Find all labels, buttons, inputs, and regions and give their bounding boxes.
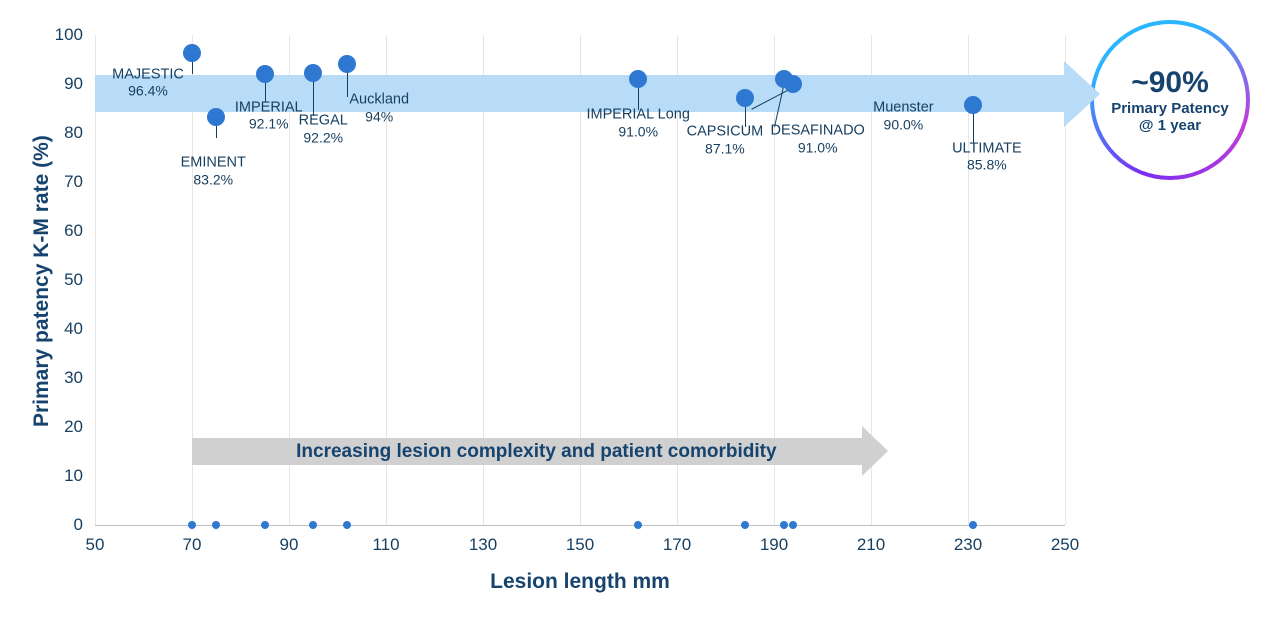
data-point <box>736 89 754 107</box>
x-axis-dot <box>634 521 642 529</box>
x-axis-dot <box>789 521 797 529</box>
badge-headline: ~90% <box>1131 66 1209 100</box>
data-point-name: REGAL <box>299 113 348 130</box>
data-point-value: 94% <box>349 109 409 125</box>
patency-badge: ~90% Primary Patency @ 1 year <box>1090 20 1250 180</box>
data-point-value: 96.4% <box>112 83 184 99</box>
data-point-name: MAJESTIC <box>112 66 184 83</box>
data-point-name: CAPSICUM <box>687 124 764 141</box>
x-axis-dot <box>741 521 749 529</box>
x-tick-label: 190 <box>760 535 788 555</box>
x-axis-title: Lesion length mm <box>490 570 670 594</box>
x-tick-label: 110 <box>372 535 399 555</box>
y-tick-label: 100 <box>55 25 83 45</box>
x-tick-label: 230 <box>954 535 982 555</box>
chart-container: Primary patency K-M rate (%) Lesion leng… <box>0 0 1280 640</box>
y-tick-label: 90 <box>64 74 83 94</box>
y-tick-label: 50 <box>64 270 83 290</box>
y-tick-label: 40 <box>64 319 83 339</box>
x-axis-dot <box>261 521 269 529</box>
data-point-name: Muenster <box>873 100 933 117</box>
y-tick-label: 10 <box>64 466 83 486</box>
x-tick-label: 50 <box>86 535 105 555</box>
data-point-label: DESAFINADO91.0% <box>771 123 865 156</box>
data-point-name: DESAFINADO <box>771 123 865 140</box>
y-tick-label: 20 <box>64 417 83 437</box>
data-point-label: EMINENT83.2% <box>181 155 246 188</box>
badge-subline-2: @ 1 year <box>1139 117 1201 134</box>
data-point <box>784 75 802 93</box>
x-axis-dot <box>212 521 220 529</box>
x-tick-label: 170 <box>663 535 691 555</box>
data-point-label: IMPERIAL92.1% <box>235 99 303 132</box>
x-tick-label: 70 <box>183 535 202 555</box>
data-point-name: ULTIMATE <box>952 140 1022 157</box>
data-point-value: 91.0% <box>586 123 689 139</box>
y-tick-label: 0 <box>74 515 83 535</box>
y-tick-label: 30 <box>64 368 83 388</box>
data-point <box>304 64 322 82</box>
x-tick-label: 90 <box>280 535 299 555</box>
data-point-value: 92.1% <box>235 116 303 132</box>
data-point-label: IMPERIAL Long91.0% <box>586 107 689 140</box>
data-point <box>629 70 647 88</box>
data-point-name: EMINENT <box>181 155 246 172</box>
data-point-label: Muenster90.0% <box>873 100 933 133</box>
x-tick-label: 210 <box>857 535 885 555</box>
x-axis-dot <box>969 521 977 529</box>
data-point-label: REGAL92.2% <box>299 113 348 146</box>
data-point <box>207 108 225 126</box>
data-point-value: 85.8% <box>952 157 1022 173</box>
y-tick-label: 80 <box>64 123 83 143</box>
data-point-label: MAJESTIC96.4% <box>112 66 184 99</box>
data-point <box>256 65 274 83</box>
data-point-label: CAPSICUM87.1% <box>687 124 764 157</box>
data-point-value: 92.2% <box>299 130 348 146</box>
x-axis-dot <box>188 521 196 529</box>
x-tick-label: 130 <box>469 535 497 555</box>
data-point-value: 90.0% <box>873 116 933 132</box>
data-point <box>964 96 982 114</box>
data-point-name: IMPERIAL Long <box>586 107 689 124</box>
badge-subline-1: Primary Patency <box>1111 100 1229 117</box>
data-point <box>183 44 201 62</box>
x-axis-line <box>95 525 1065 526</box>
complexity-arrow-label: Increasing lesion complexity and patient… <box>296 441 776 463</box>
x-axis-dot <box>343 521 351 529</box>
data-point-label: ULTIMATE85.8% <box>952 140 1022 173</box>
y-tick-label: 60 <box>64 221 83 241</box>
y-tick-label: 70 <box>64 172 83 192</box>
x-tick-label: 250 <box>1051 535 1079 555</box>
data-point-label: Auckland94% <box>349 92 409 125</box>
data-point-value: 83.2% <box>181 172 246 188</box>
data-point <box>338 55 356 73</box>
y-axis-title: Primary patency K-M rate (%) <box>30 135 54 427</box>
x-axis-dot <box>309 521 317 529</box>
x-tick-label: 150 <box>566 535 594 555</box>
data-point-value: 91.0% <box>771 139 865 155</box>
x-axis-dot <box>780 521 788 529</box>
data-point-value: 87.1% <box>687 140 764 156</box>
data-point-name: IMPERIAL <box>235 99 303 116</box>
data-point-name: Auckland <box>349 92 409 109</box>
